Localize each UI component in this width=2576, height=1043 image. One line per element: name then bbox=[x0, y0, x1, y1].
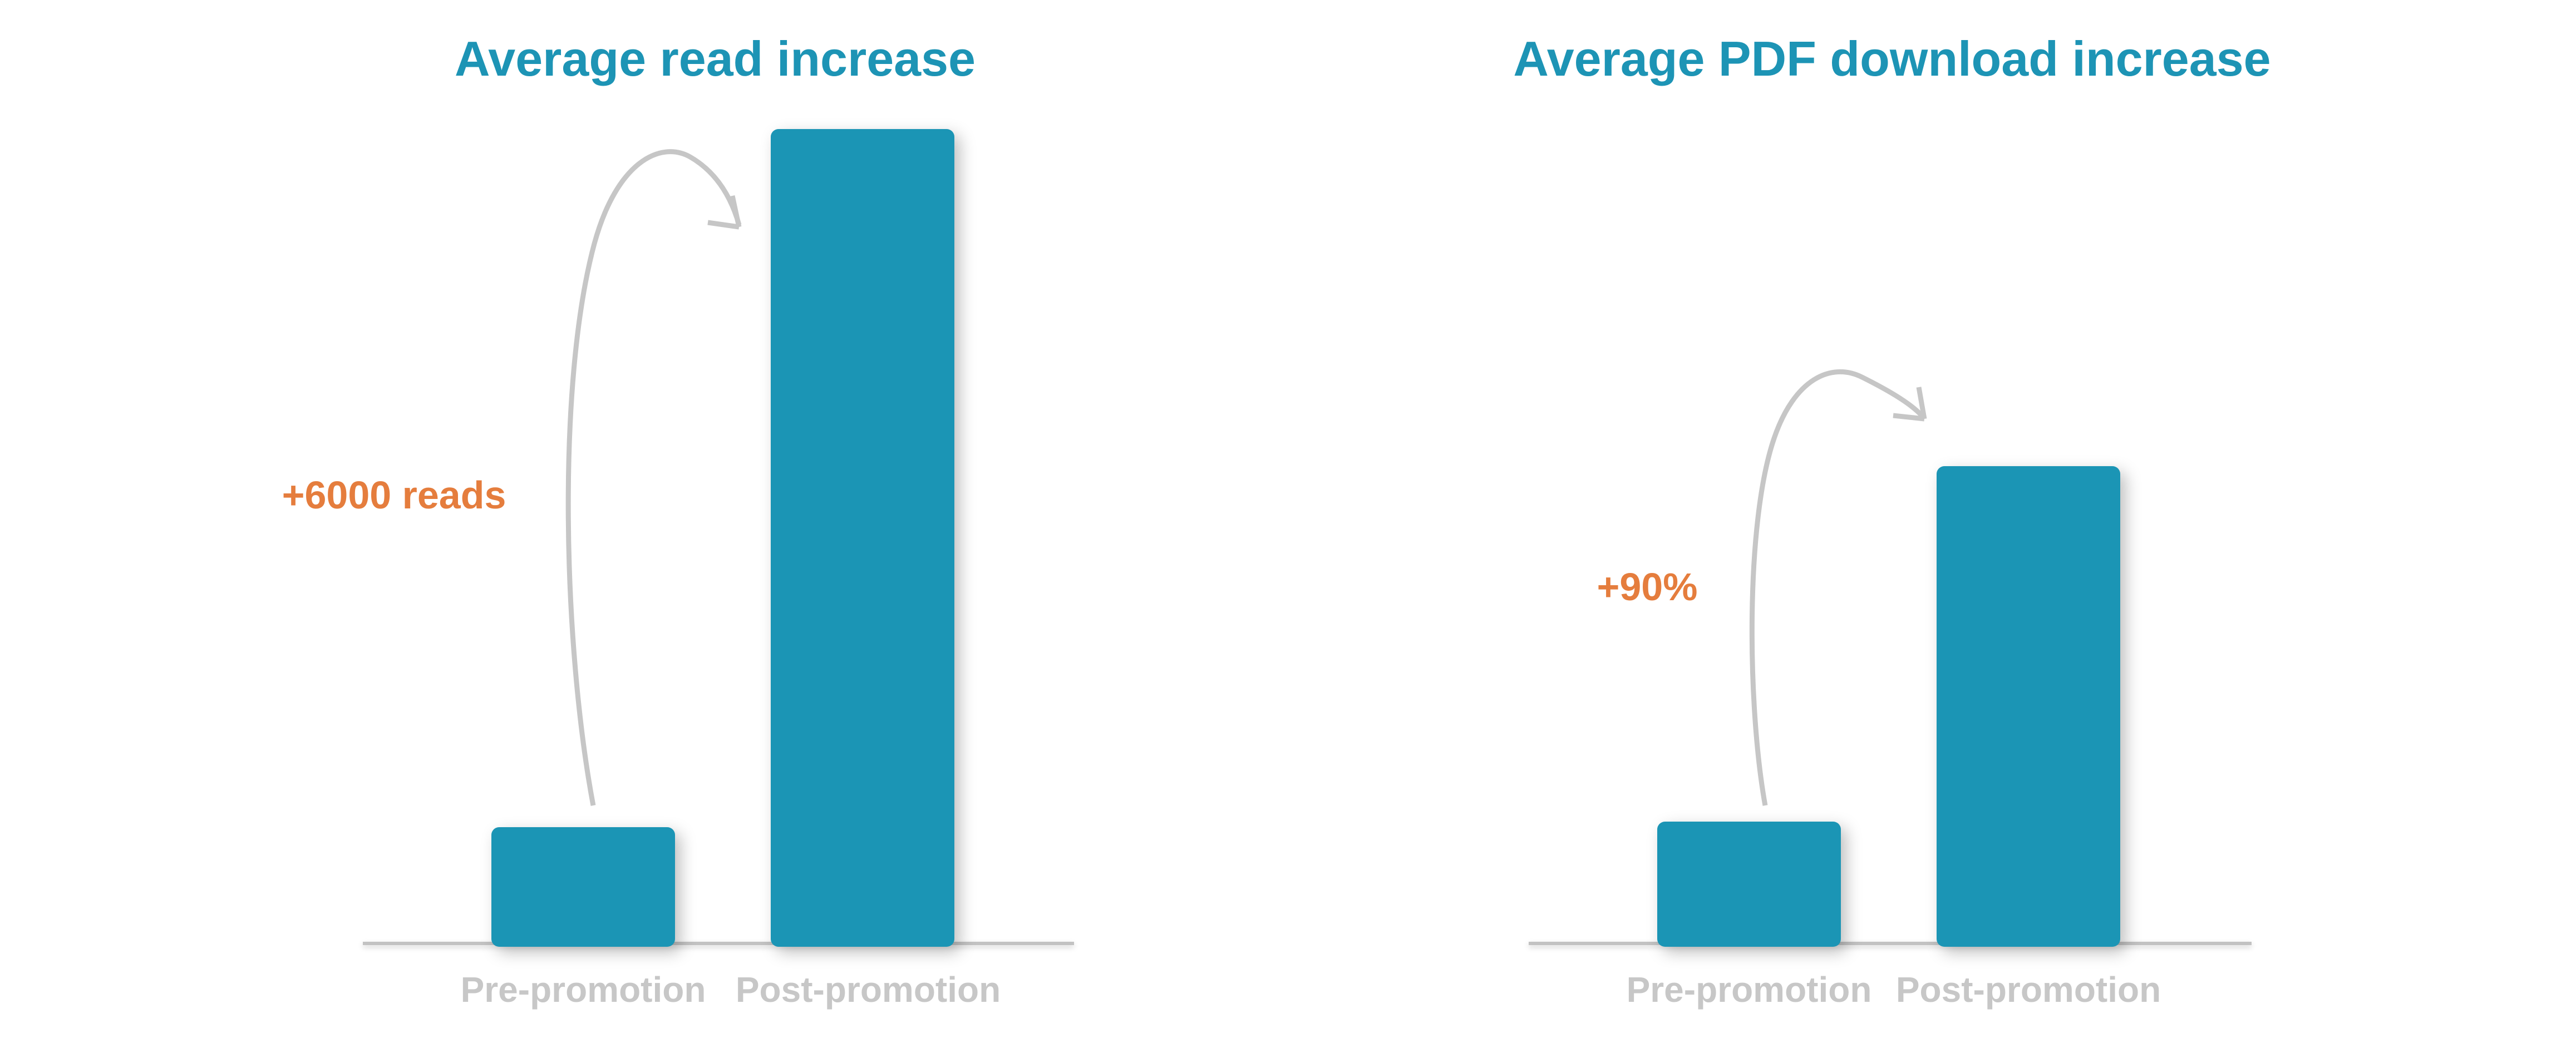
bar-post-promotion-reads bbox=[771, 129, 954, 947]
read-increase-arrowhead-barb-left bbox=[707, 220, 740, 230]
read-increase-arrow-curve bbox=[565, 149, 742, 806]
x-label-pre-promotion-pdf: Pre-promotion bbox=[1626, 970, 1872, 1010]
chart-title-pdf-download-increase: Average PDF download increase bbox=[1513, 31, 2271, 86]
bar-pre-promotion-reads bbox=[491, 827, 675, 947]
pdf-increase-arrowhead-barb-up bbox=[1916, 387, 1927, 419]
x-label-post-promotion-reads: Post-promotion bbox=[735, 970, 1001, 1010]
annotation-read-increase: +6000 reads bbox=[282, 473, 506, 517]
x-label-pre-promotion-reads: Pre-promotion bbox=[460, 970, 706, 1010]
read-increase-arrowhead-barb-up bbox=[730, 195, 742, 228]
bar-post-promotion-pdf bbox=[1937, 466, 2120, 947]
annotation-pdf-download-increase: +90% bbox=[1597, 565, 1698, 609]
chart-title-read-increase: Average read increase bbox=[455, 31, 976, 86]
bar-pre-promotion-pdf bbox=[1657, 822, 1841, 947]
read-increase-arrow bbox=[565, 149, 742, 806]
x-axis-line-read-chart bbox=[363, 942, 1074, 945]
pdf-increase-arrowhead-barb-left bbox=[1893, 413, 1925, 422]
x-axis-line-pdf-chart bbox=[1529, 942, 2252, 945]
x-label-post-promotion-pdf: Post-promotion bbox=[1895, 970, 2161, 1010]
